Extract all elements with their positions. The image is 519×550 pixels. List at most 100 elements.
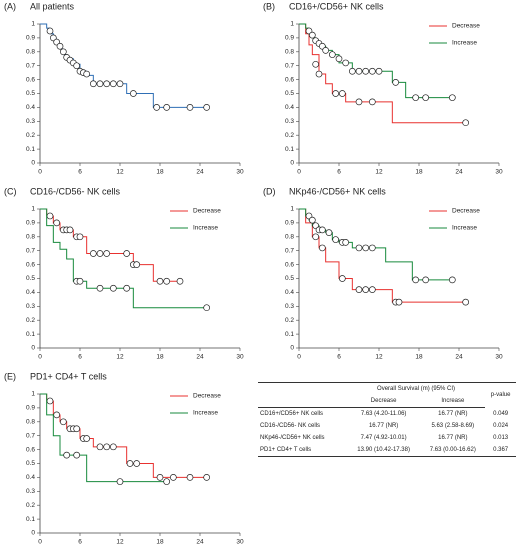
y-tick-label: 0.5 xyxy=(26,275,35,282)
censor-mark xyxy=(348,67,356,75)
censor-mark xyxy=(109,80,117,88)
censor-mark xyxy=(342,59,350,67)
censor-mark xyxy=(203,304,211,312)
y-tick-label: 0 xyxy=(31,345,35,352)
x-tick-label: 18 xyxy=(156,354,164,361)
y-tick-label: 0.6 xyxy=(285,76,294,83)
censor-mark xyxy=(355,67,363,75)
censor-mark xyxy=(448,276,456,284)
x-tick-label: 0 xyxy=(297,169,301,176)
legend-label: Increase xyxy=(193,225,218,232)
censor-mark xyxy=(362,286,370,293)
chart-title: PD1+ CD4+ T cells xyxy=(30,371,107,381)
panel-label: (A) xyxy=(4,1,16,11)
y-tick-label: 0.4 xyxy=(285,289,294,296)
x-tick-label: 0 xyxy=(38,539,42,546)
censor-mark xyxy=(318,244,326,252)
censor-mark xyxy=(462,298,470,306)
survival-table: Overall Survival (m) (95% CI) p-value Dec… xyxy=(258,382,516,457)
censor-mark xyxy=(123,250,131,257)
y-tick-label: 0.9 xyxy=(26,220,35,227)
censor-mark xyxy=(56,42,64,50)
censor-mark xyxy=(59,48,67,56)
censor-mark xyxy=(133,261,141,268)
y-tick-label: 0.9 xyxy=(26,35,35,42)
cell: 5.63 (2.58-8.69) xyxy=(431,423,475,429)
y-tick-label: 0.8 xyxy=(26,49,35,56)
x-tick-label: 24 xyxy=(196,539,204,546)
legend-label: Increase xyxy=(193,410,218,417)
censor-mark xyxy=(315,70,323,78)
x-tick-label: 30 xyxy=(495,354,503,361)
y-tick-label: 0.5 xyxy=(285,275,294,282)
censor-mark xyxy=(332,236,340,243)
y-tick-label: 0.3 xyxy=(26,118,35,125)
censor-mark xyxy=(133,460,141,467)
censor-mark xyxy=(46,27,54,35)
y-tick-label: 1 xyxy=(290,206,294,213)
censor-mark xyxy=(156,474,164,481)
y-tick-label: 0.3 xyxy=(26,488,35,495)
y-tick-label: 0.4 xyxy=(26,104,35,111)
survival-curve xyxy=(40,393,207,478)
censor-mark xyxy=(96,284,104,292)
x-tick-label: 30 xyxy=(495,169,503,176)
censor-mark xyxy=(368,286,376,293)
censor-mark xyxy=(53,411,61,419)
censor-mark xyxy=(73,425,81,433)
y-tick-label: 0.7 xyxy=(285,247,294,254)
y-tick-label: 0.1 xyxy=(26,331,35,338)
x-tick-label: 30 xyxy=(236,354,244,361)
censor-mark xyxy=(308,216,316,224)
cell: CD16-/CD56- NK cells xyxy=(260,423,321,429)
survival-curve xyxy=(40,393,167,483)
legend-label: Decrease xyxy=(452,208,480,215)
y-tick-label: 0 xyxy=(31,160,35,167)
x-tick-label: 12 xyxy=(375,169,383,176)
header: Overall Survival (m) (95% CI) xyxy=(346,382,486,395)
survival-curve xyxy=(40,208,207,309)
censor-mark xyxy=(312,60,320,68)
legend-label: Decrease xyxy=(452,23,480,30)
censor-mark xyxy=(332,90,340,97)
censor-mark xyxy=(342,239,350,246)
censor-mark xyxy=(89,80,97,88)
censor-mark xyxy=(362,67,370,75)
censor-mark xyxy=(103,80,111,88)
chart-title: CD16-/CD56- NK cells xyxy=(30,186,121,196)
y-tick-label: 0.8 xyxy=(285,234,294,241)
cell: NKp46-/CD56+ NK cells xyxy=(260,435,325,441)
cell: 0.367 xyxy=(485,444,516,457)
y-tick-label: 0 xyxy=(290,160,294,167)
x-tick-label: 18 xyxy=(415,354,423,361)
x-tick-label: 24 xyxy=(455,169,463,176)
censor-mark xyxy=(412,276,420,284)
chart-title: CD16+/CD56+ NK cells xyxy=(289,1,384,11)
x-tick-label: 6 xyxy=(78,539,82,546)
censor-mark xyxy=(156,277,164,285)
censor-mark xyxy=(116,478,124,485)
y-tick-label: 0.1 xyxy=(285,331,294,338)
survival-curve xyxy=(40,23,207,108)
x-tick-label: 18 xyxy=(156,539,164,546)
y-tick-label: 0.7 xyxy=(26,62,35,69)
censor-mark xyxy=(73,62,81,70)
legend-label: Increase xyxy=(452,225,477,232)
censor-mark xyxy=(422,94,430,102)
y-tick-label: 0.9 xyxy=(285,35,294,42)
header: p-value xyxy=(485,382,516,408)
censor-mark xyxy=(375,67,383,75)
censor-mark xyxy=(355,286,363,293)
censor-mark xyxy=(126,460,134,467)
censor-mark xyxy=(395,298,403,306)
censor-mark xyxy=(123,284,131,292)
cell: 7.47 (4.92-10.01) xyxy=(360,435,407,441)
x-tick-label: 0 xyxy=(297,354,301,361)
censor-mark xyxy=(66,226,74,234)
y-tick-label: 0.2 xyxy=(285,317,294,324)
x-tick-label: 18 xyxy=(415,169,423,176)
y-tick-label: 1 xyxy=(290,21,294,28)
censor-mark xyxy=(63,451,71,459)
y-tick-label: 0.2 xyxy=(26,502,35,509)
